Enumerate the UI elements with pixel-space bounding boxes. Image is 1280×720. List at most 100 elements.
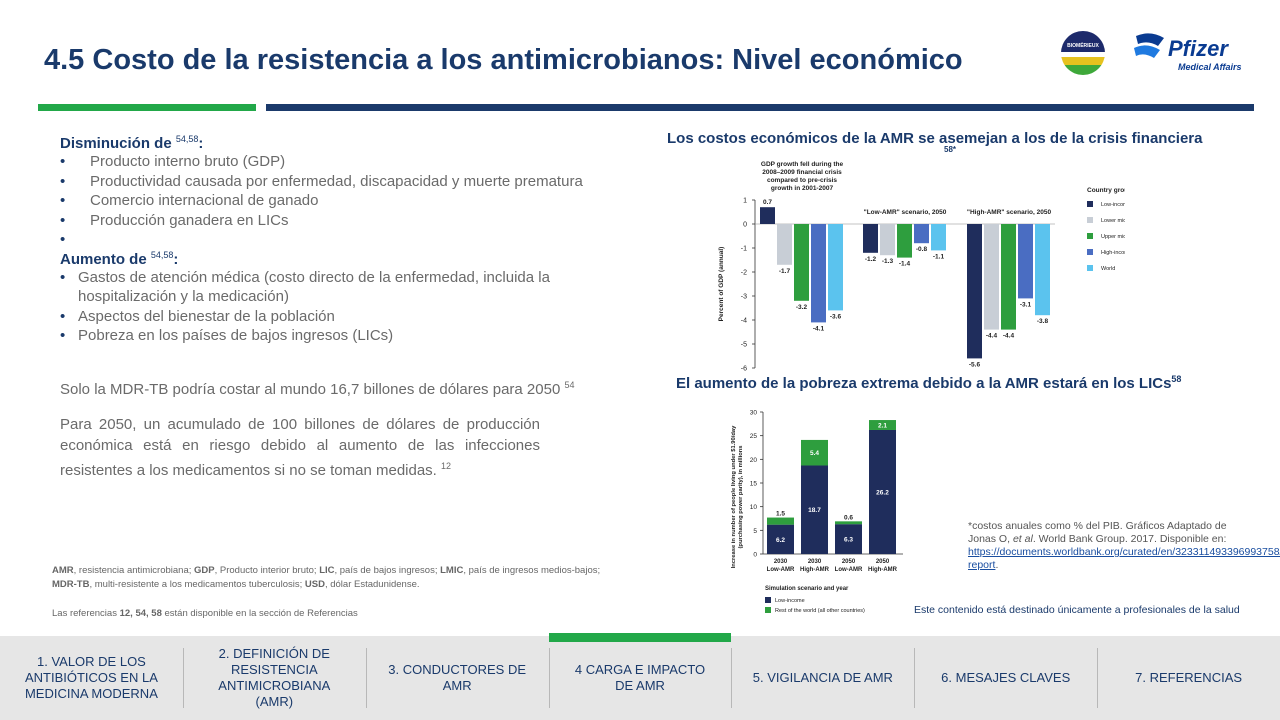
x-tick-label: 2030 xyxy=(774,559,788,565)
list-item: • Producción ganadera en LICs xyxy=(60,211,620,231)
bar xyxy=(931,224,946,251)
bar xyxy=(760,207,775,224)
nav-item-label: 2. DEFINICIÓN DE RESISTENCIA ANTIMICROBI… xyxy=(218,646,331,709)
legend-label: High-income xyxy=(1101,250,1125,256)
abbr-term: LMIC xyxy=(440,565,464,576)
y-axis-label: Percent of GDP (annual) xyxy=(718,247,725,322)
nav-item-label: 6. MESAJES CLAVES xyxy=(941,670,1071,685)
chart2-heading: El aumento de la pobreza extrema debido … xyxy=(676,374,1182,392)
y-tick-label: 0 xyxy=(743,222,747,229)
nav-item-label: 1. VALOR DE LOS ANTIBIÓTICOS EN LA MEDIC… xyxy=(24,654,158,701)
x-tick-label: 2050 xyxy=(876,559,890,565)
bullet-icon: • xyxy=(60,231,66,248)
x-axis-label: Simulation scenario and year xyxy=(765,586,849,592)
decrease-list: • Producto interno bruto (GDP) • Productivi… xyxy=(60,152,620,250)
legend-label: Rest of the world (all other countries) xyxy=(775,608,865,614)
x-tick-label: High-AMR xyxy=(868,567,898,573)
nav-item-3[interactable]: 3. CONDUCTORES DE AMR xyxy=(365,636,549,720)
list-item: • Producto interno bruto (GDP) xyxy=(60,152,620,172)
y-axis-label: Increase in number of people living unde… xyxy=(731,425,744,568)
bar-segment xyxy=(835,524,862,554)
chart1-heading-sup: 58* xyxy=(944,145,957,154)
y-tick-label: -2 xyxy=(741,270,747,277)
disclaimer: Este contenido está destinado únicamente… xyxy=(914,604,1240,616)
y-tick-label: 5 xyxy=(753,528,757,535)
abbr-def: , dólar Estadunidense. xyxy=(324,579,420,590)
data-label: -4.4 xyxy=(986,333,998,340)
data-label: -1.2 xyxy=(865,256,877,263)
nav-item-2[interactable]: 2. DEFINICIÓN DE RESISTENCIA ANTIMICROBI… xyxy=(182,636,366,720)
bar-segment xyxy=(869,429,896,554)
data-label: -5.6 xyxy=(969,361,981,368)
data-label: -1.3 xyxy=(882,258,894,265)
list-item: • Comercio internacional de ganado xyxy=(60,191,620,211)
list-item-text xyxy=(60,230,620,250)
group-label: "High-AMR" scenario, 2050 xyxy=(967,209,1052,216)
list-item: • Aspectos del bienestar de la población xyxy=(60,307,620,327)
nav-item-6[interactable]: 6. MESAJES CLAVES xyxy=(914,636,1097,720)
bullet-icon: • xyxy=(60,172,66,190)
x-tick-label: High-AMR xyxy=(800,567,830,573)
legend-swatch xyxy=(1087,217,1093,223)
abbr-def: , resistencia antimicrobiana; xyxy=(73,565,195,576)
legend-swatch xyxy=(1087,249,1093,255)
pfizer-logo xyxy=(1134,33,1164,58)
group-label: GDP growth fell during the 2008–2009 fina… xyxy=(761,161,844,192)
bar-segment xyxy=(801,439,828,466)
abbreviations: AMR, resistencia antimicrobiana; GDP, Pr… xyxy=(52,564,612,592)
data-label: -4.4 xyxy=(1003,333,1015,340)
abbr-term: GDP xyxy=(194,565,215,576)
data-label: 1.5 xyxy=(776,511,785,518)
list-item-text: Aspectos del bienestar de la población xyxy=(78,307,335,325)
nav-item-label: 3. CONDUCTORES DE AMR xyxy=(388,662,527,693)
data-label: -1.4 xyxy=(899,261,911,268)
nav-item-1[interactable]: 1. VALOR DE LOS ANTIBIÓTICOS EN LA MEDIC… xyxy=(0,636,183,720)
data-label: -0.8 xyxy=(916,246,928,253)
x-tick-label: 2050 xyxy=(842,559,856,565)
bullet-icon: • xyxy=(60,211,66,229)
legend-swatch xyxy=(1087,265,1093,271)
list-item-text: Pobreza en los países de bajos ingresos … xyxy=(78,327,394,344)
source-note: *costos anuales como % del PIB. Gráficos… xyxy=(968,520,1280,572)
references-note: Las referencias 12, 54, 58 están disponi… xyxy=(52,608,358,619)
bar xyxy=(984,224,999,330)
source-link[interactable]: https://documents.worldbank.org/curated/… xyxy=(968,546,1280,571)
bar xyxy=(794,224,809,301)
nav-item-7[interactable]: 7. REFERENCIAS xyxy=(1097,636,1280,720)
legend-swatch xyxy=(765,607,771,613)
gdp-chart: 1 0 -1 -2 -3 -4 -5 -6 Percent of GDP (annual) GDP… xyxy=(718,161,1125,373)
legend-label: Lower middle-income xyxy=(1101,218,1125,224)
legend-label: World xyxy=(1101,266,1115,272)
data-label: 0.6 xyxy=(844,514,853,521)
abbr-def: , multi-resistente a los medicamentos tu… xyxy=(89,579,305,590)
bar-segment xyxy=(801,465,828,554)
bar-segment xyxy=(767,524,794,554)
legend-title: Country group: xyxy=(1087,187,1125,194)
data-label: -1.1 xyxy=(933,253,945,260)
pfizer-wordmark: Pfizer xyxy=(1168,36,1228,61)
bar xyxy=(967,224,982,359)
bullet-icon: • xyxy=(60,268,66,286)
x-tick-label: Low-AMR xyxy=(767,567,795,573)
data-label: -1.7 xyxy=(779,268,791,275)
y-tick-label: -3 xyxy=(741,294,747,301)
abbr-term: USD xyxy=(304,579,325,590)
bar xyxy=(811,224,826,323)
bullet-icon: • xyxy=(60,327,66,344)
list-item: • Productividad causada por enfermedad, d… xyxy=(60,172,620,192)
list-item-text: Productividad causada por enfermedad, di… xyxy=(90,172,583,190)
bullet-icon: • xyxy=(60,307,66,325)
biomerieux-logo: BIOMÉRIEUX xyxy=(1061,31,1105,75)
bar-segment xyxy=(835,521,862,525)
page-title: 4.5 Costo de la resistencia a los antimi… xyxy=(44,44,963,76)
legend-label: Upper middle-income xyxy=(1101,234,1125,240)
nav-item-label: 5. VIGILANCIA DE AMR xyxy=(752,670,893,685)
nav-item-5[interactable]: 5. VIGILANCIA DE AMR xyxy=(731,636,914,720)
data-label: 6.2 xyxy=(776,537,785,544)
left-content: Disminución de 54,58: • Producto interno … xyxy=(60,134,620,346)
legend-swatch xyxy=(1087,233,1093,239)
bullet-icon: • xyxy=(60,192,66,209)
bullet-icon: • xyxy=(60,153,66,170)
nav-item-4[interactable]: 4 CARGA E IMPACTO DE AMR xyxy=(548,633,732,720)
y-tick-label: -6 xyxy=(741,366,747,373)
